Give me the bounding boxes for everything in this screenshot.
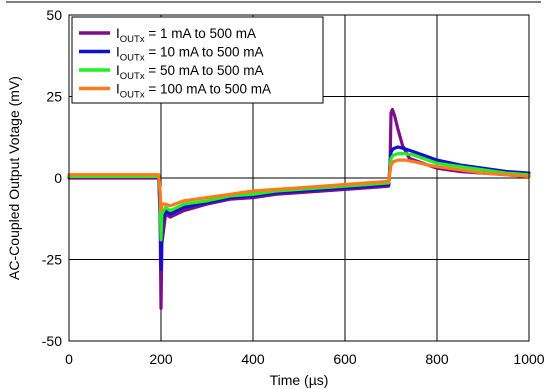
y-tick-label: 0	[54, 170, 62, 186]
y-tick-label: 25	[46, 89, 62, 105]
series-line-4	[67, 158, 531, 213]
y-tick-label: -25	[42, 252, 62, 268]
series-line-1	[67, 107, 531, 310]
y-tick-label: 50	[46, 7, 62, 23]
x-tick-label: 200	[149, 351, 173, 367]
x-tick-label: 1000	[513, 351, 544, 367]
x-tick-label: 0	[65, 351, 73, 367]
y-axis-label: AC-Coupled Output Votage (mV)	[6, 76, 22, 280]
y-tick-label: -50	[42, 333, 62, 349]
x-tick-label: 600	[333, 351, 357, 367]
legend-entry: IOUTx = 1 mA to 500 mA	[116, 26, 256, 45]
legend-entry: IOUTx = 100 mA to 500 mA	[116, 82, 271, 101]
legend-box	[71, 16, 324, 104]
series-line-3	[67, 152, 531, 242]
y-tick-labels: -50 -25 0 25 50	[42, 7, 62, 349]
x-tick-labels: 0 200 400 600 800 1000	[65, 351, 545, 367]
x-axis-label: Time (µs)	[270, 372, 329, 388]
legend-entry: IOUTx = 50 mA to 500 mA	[116, 63, 264, 82]
series-lines	[67, 107, 531, 310]
x-tick-label: 400	[241, 351, 265, 367]
legend-entry: IOUTx = 10 mA to 500 mA	[116, 45, 264, 64]
plot-frame	[68, 14, 530, 342]
x-tick-label: 800	[425, 351, 449, 367]
